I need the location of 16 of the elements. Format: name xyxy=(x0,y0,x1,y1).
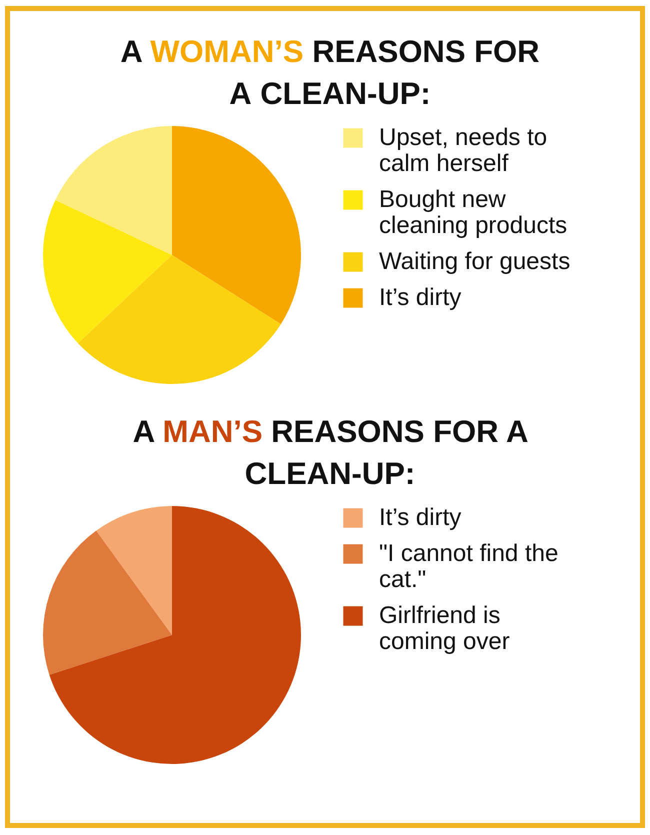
chart-title: A WOMAN’S REASONS FOR A CLEAN-UP: xyxy=(120,34,540,111)
pie-slice xyxy=(78,255,281,384)
chart-title: A MAN’S REASONS FOR A CLEAN-UP: xyxy=(132,414,528,491)
legend-label: "I cannot find the cat." xyxy=(379,540,558,593)
pie-slice xyxy=(55,126,172,255)
legend-label: It’s dirty xyxy=(379,284,462,311)
pie-slice xyxy=(49,506,301,764)
legend-label: It’s dirty xyxy=(379,504,462,531)
pie-slice xyxy=(96,506,172,635)
pie-slice xyxy=(43,530,172,675)
legend-label: Girlfriend is coming over xyxy=(379,602,510,655)
legend-label: Upset, needs to calm herself xyxy=(379,124,548,177)
pie-slice xyxy=(172,126,301,324)
legend-label: Bought new cleaning products xyxy=(379,186,568,239)
legend-label: Waiting for guests xyxy=(379,248,570,275)
pie-slice xyxy=(43,200,172,344)
